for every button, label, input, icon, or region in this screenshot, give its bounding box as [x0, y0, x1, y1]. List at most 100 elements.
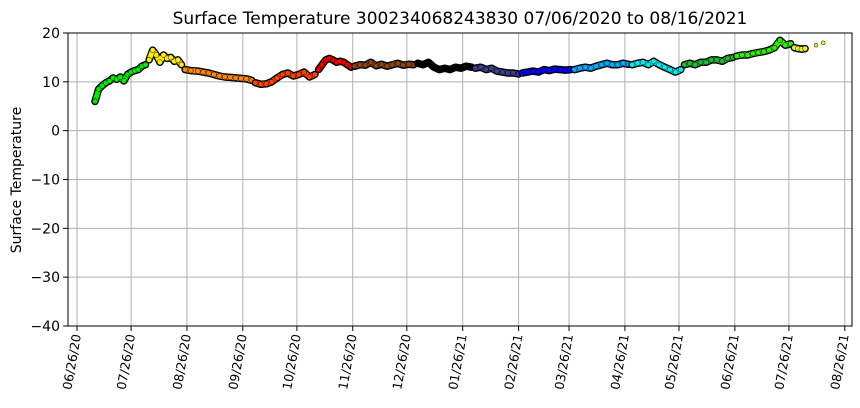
- data-point: [697, 59, 704, 66]
- data-point: [593, 63, 599, 70]
- data-point: [524, 69, 531, 75]
- data-point: [504, 70, 511, 76]
- data-point: [301, 69, 307, 75]
- data-point: [587, 65, 594, 72]
- data-point: [766, 47, 772, 53]
- data-point: [535, 69, 542, 75]
- data-point: [106, 78, 113, 84]
- data-point: [577, 65, 583, 72]
- data-point: [319, 61, 325, 68]
- data-point: [724, 55, 731, 62]
- data-point: [760, 48, 767, 55]
- data-point: [414, 60, 421, 67]
- data-point: [431, 64, 437, 71]
- data-point: [175, 57, 181, 63]
- data-point: [483, 66, 489, 73]
- x-tick-label: 03/26/21: [551, 333, 576, 391]
- data-point: [713, 57, 720, 63]
- data-point: [315, 66, 322, 73]
- data-point: [425, 59, 432, 66]
- data-point: [634, 60, 641, 67]
- data-point: [614, 61, 621, 68]
- data-point: [472, 65, 479, 72]
- data-point: [681, 61, 688, 68]
- series-group: [790, 40, 826, 53]
- data-point: [279, 71, 286, 78]
- x-tick-label: 02/26/21: [501, 333, 526, 391]
- data-point: [677, 66, 684, 73]
- data-point: [211, 71, 217, 78]
- y-tick-label: −10: [30, 173, 60, 189]
- data-point: [167, 54, 174, 61]
- data-point: [290, 73, 297, 79]
- data-point: [640, 59, 646, 66]
- x-tick-label: 10/26/20: [279, 333, 304, 391]
- data-point: [149, 47, 156, 53]
- data-point: [182, 66, 188, 73]
- data-point: [672, 69, 679, 75]
- data-point: [551, 66, 558, 72]
- data-point: [367, 59, 374, 66]
- data-point: [252, 79, 259, 86]
- data-point: [609, 61, 616, 68]
- data-point: [820, 40, 826, 46]
- data-point: [312, 71, 318, 78]
- data-point: [510, 70, 517, 76]
- x-tick-label: 12/26/20: [389, 333, 414, 391]
- x-tick-label: 05/26/21: [661, 333, 686, 391]
- x-tick-label: 06/26/21: [717, 333, 742, 391]
- x-tick-label: 01/26/21: [445, 333, 470, 391]
- x-tick-label: 04/26/21: [607, 333, 632, 391]
- data-point: [373, 62, 380, 69]
- data-point: [452, 64, 459, 71]
- data-point: [436, 66, 443, 73]
- series-group: [91, 60, 150, 106]
- data-point: [400, 62, 407, 69]
- series-group: [471, 63, 523, 78]
- data-point: [667, 66, 673, 73]
- data-point: [582, 64, 589, 71]
- y-tick-label: 0: [51, 124, 60, 140]
- data-point: [629, 61, 635, 68]
- data-point: [142, 61, 149, 68]
- data-point: [405, 61, 412, 68]
- y-tick-label: −40: [30, 319, 60, 335]
- data-point: [306, 74, 313, 80]
- data-point: [384, 63, 390, 70]
- data-point: [739, 52, 745, 58]
- data-point: [733, 53, 740, 59]
- data-point: [771, 44, 778, 51]
- data-point: [295, 71, 302, 78]
- x-tick-label: 07/26/20: [114, 333, 139, 391]
- data-point: [499, 69, 506, 75]
- data-point: [441, 65, 448, 72]
- data-point: [802, 45, 808, 52]
- data-point: [268, 78, 275, 85]
- data-point: [200, 69, 207, 75]
- series-group: [181, 65, 256, 85]
- series-group: [680, 53, 737, 69]
- data-point: [146, 57, 152, 63]
- data-point: [650, 58, 657, 65]
- data-point: [135, 66, 142, 73]
- data-point: [232, 75, 239, 81]
- data-point: [92, 98, 98, 105]
- x-tick-label: 08/26/20: [169, 333, 194, 391]
- data-point: [656, 61, 663, 68]
- data-point: [389, 61, 396, 68]
- data-point: [160, 52, 167, 58]
- data-point: [362, 62, 369, 69]
- series-group: [350, 58, 418, 70]
- plot-frame: [67, 32, 853, 327]
- data-point: [378, 61, 385, 68]
- data-point: [257, 81, 264, 88]
- data-point: [447, 66, 453, 73]
- data-point: [686, 60, 693, 67]
- x-tick-label: 11/26/20: [335, 333, 360, 391]
- series-group: [145, 46, 186, 69]
- data-point: [394, 60, 401, 67]
- x-tick-label: 09/26/20: [225, 333, 250, 391]
